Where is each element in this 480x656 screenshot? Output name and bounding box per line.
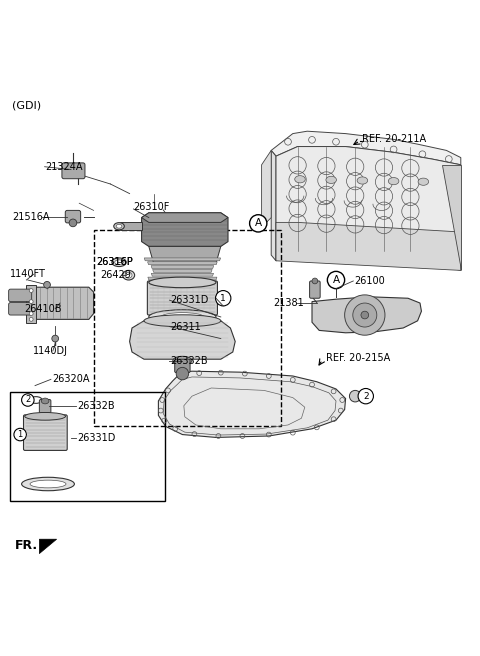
Ellipse shape (115, 260, 123, 264)
Circle shape (44, 281, 50, 288)
Polygon shape (130, 321, 235, 359)
Circle shape (29, 300, 33, 304)
Text: 26410B: 26410B (24, 304, 61, 314)
Text: 26311: 26311 (170, 321, 201, 331)
Circle shape (69, 219, 77, 227)
Text: A: A (255, 218, 262, 228)
Circle shape (349, 390, 361, 402)
Polygon shape (262, 150, 271, 227)
Polygon shape (151, 266, 214, 268)
Circle shape (361, 311, 369, 319)
Polygon shape (312, 297, 421, 333)
Circle shape (312, 278, 318, 284)
Circle shape (52, 335, 59, 342)
FancyBboxPatch shape (310, 281, 320, 298)
Circle shape (345, 295, 385, 335)
Text: 21324A: 21324A (46, 162, 83, 172)
Circle shape (250, 215, 267, 232)
Text: 26316P: 26316P (96, 257, 133, 267)
Text: 1: 1 (18, 430, 23, 439)
FancyBboxPatch shape (9, 289, 32, 302)
Ellipse shape (418, 178, 429, 185)
Ellipse shape (295, 176, 305, 183)
Polygon shape (149, 247, 221, 263)
Circle shape (14, 428, 26, 441)
Text: 26331D: 26331D (170, 295, 209, 305)
Ellipse shape (357, 177, 368, 184)
Text: 26100: 26100 (354, 276, 385, 286)
Polygon shape (120, 222, 142, 230)
Text: 21516A: 21516A (12, 212, 49, 222)
Polygon shape (30, 287, 94, 319)
Polygon shape (26, 285, 36, 323)
Polygon shape (142, 213, 228, 247)
Ellipse shape (161, 313, 204, 321)
Ellipse shape (114, 222, 124, 230)
Bar (10, 392, 165, 501)
Polygon shape (39, 539, 57, 554)
Ellipse shape (125, 272, 132, 278)
Polygon shape (442, 165, 461, 270)
Text: 1: 1 (220, 294, 226, 302)
Polygon shape (276, 146, 461, 270)
Text: 21381: 21381 (274, 298, 304, 308)
Text: 1140FT: 1140FT (10, 269, 46, 279)
Circle shape (176, 367, 189, 380)
Polygon shape (153, 270, 212, 272)
Ellipse shape (24, 413, 65, 420)
FancyBboxPatch shape (9, 302, 32, 315)
FancyBboxPatch shape (175, 359, 190, 373)
Ellipse shape (30, 480, 66, 488)
FancyBboxPatch shape (24, 415, 67, 451)
Polygon shape (142, 213, 228, 222)
Polygon shape (276, 222, 461, 270)
FancyBboxPatch shape (65, 211, 81, 223)
Polygon shape (148, 277, 217, 280)
Text: 26429: 26429 (100, 270, 131, 280)
Text: A: A (333, 275, 339, 285)
Ellipse shape (41, 398, 49, 404)
Text: 26331D: 26331D (77, 434, 115, 443)
FancyBboxPatch shape (147, 281, 217, 315)
Circle shape (22, 394, 34, 406)
Circle shape (29, 289, 33, 293)
Ellipse shape (123, 270, 134, 280)
Ellipse shape (22, 478, 74, 491)
Polygon shape (144, 258, 221, 261)
Ellipse shape (173, 356, 192, 365)
Polygon shape (271, 131, 461, 165)
Text: 2: 2 (363, 392, 369, 401)
Text: 26310F: 26310F (133, 202, 170, 212)
Text: 26320A: 26320A (52, 375, 89, 384)
Text: REF. 20-215A: REF. 20-215A (326, 353, 391, 363)
Ellipse shape (388, 178, 399, 185)
Circle shape (327, 272, 345, 289)
Ellipse shape (149, 310, 216, 324)
Ellipse shape (326, 176, 336, 184)
Text: 26332B: 26332B (170, 356, 208, 365)
Polygon shape (147, 262, 217, 264)
Circle shape (29, 318, 33, 321)
Ellipse shape (149, 277, 216, 288)
Polygon shape (158, 371, 346, 438)
Polygon shape (271, 150, 276, 261)
Text: 2: 2 (25, 396, 30, 405)
Text: 26332B: 26332B (77, 401, 114, 411)
Polygon shape (151, 274, 214, 276)
Ellipse shape (116, 224, 122, 228)
Ellipse shape (144, 315, 221, 327)
Text: (GDI): (GDI) (12, 100, 41, 110)
Text: 26316P: 26316P (96, 257, 133, 267)
Text: FR.: FR. (14, 539, 37, 552)
Circle shape (353, 303, 377, 327)
Ellipse shape (112, 258, 126, 266)
Circle shape (358, 388, 373, 404)
Text: 1140DJ: 1140DJ (33, 346, 68, 356)
FancyBboxPatch shape (39, 400, 51, 413)
Circle shape (29, 312, 33, 316)
Bar (94, 230, 281, 426)
Text: REF. 20-211A: REF. 20-211A (362, 134, 427, 144)
Circle shape (216, 291, 231, 306)
FancyBboxPatch shape (62, 163, 85, 178)
